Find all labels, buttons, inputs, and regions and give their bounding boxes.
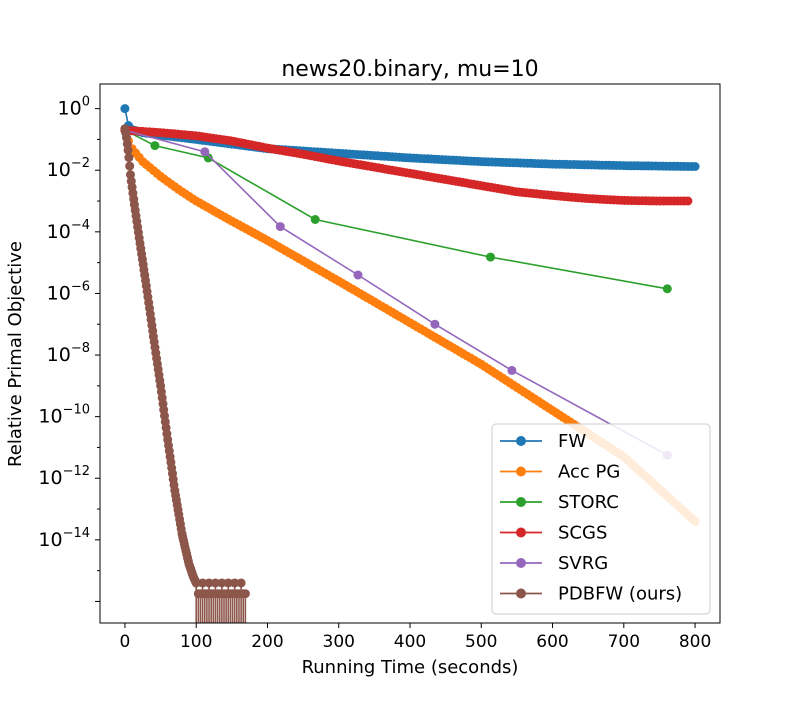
data-point [275,222,285,232]
data-point [124,153,134,163]
legend-item: STORC [500,492,619,513]
x-tick-label: 0 [120,632,131,652]
legend-label: FW [558,431,586,452]
y-tick-label: 10−6 [47,279,90,304]
data-point [200,147,210,157]
data-point [662,284,672,294]
data-point [191,578,201,588]
x-tick-label: 100 [180,632,212,652]
data-point [690,162,700,171]
legend-item: FW [500,431,586,452]
plot-content [120,104,700,623]
x-axis-label: Running Time (seconds) [302,657,519,678]
y-tick-label: 10−4 [47,218,90,243]
legend-marker [516,436,526,446]
legend-box [491,423,711,615]
y-axis: 100 10−2 10−4 10−6 10−8 10−10 10−12 10−14 [38,95,100,602]
data-point [120,104,130,114]
y-tick-label: 10−2 [47,156,90,181]
y-axis-label: Relative Primal Objective [5,241,26,467]
data-point [486,252,495,262]
legend-marker [516,527,526,538]
data-point [310,215,320,224]
legend-marker [516,497,526,507]
legend: FW Acc PG STORC SCGS SVRG PDBFW (ours) [491,423,711,615]
data-point [240,589,250,599]
x-tick-label: 800 [679,632,711,652]
data-point [198,578,208,588]
series-scgs [120,125,693,206]
data-point [223,578,233,588]
legend-item: SCGS [500,523,607,544]
series-line [124,129,668,290]
data-point [353,270,363,280]
x-tick-label: 400 [394,632,426,652]
data-point [125,161,135,171]
legend-label: SVRG [558,553,608,574]
series-pdbfw-ours [120,124,250,623]
legend-item: PDBFW (ours) [500,584,682,605]
data-point [430,319,440,329]
y-tick-label: 100 [58,95,90,120]
data-point [123,145,133,155]
y-tick-label: 10−8 [47,341,90,366]
series-storc [124,129,672,294]
x-tick-label: 300 [323,632,355,652]
legend-label: STORC [558,492,619,513]
data-point [683,196,693,206]
y-tick-label: 10−12 [38,464,90,489]
legend-label: SCGS [558,523,607,544]
data-point [204,578,214,588]
x-tick-label: 700 [608,632,640,652]
y-tick-label: 10−10 [38,403,90,428]
series-line [124,129,668,456]
x-tick-label: 200 [251,632,283,652]
data-point [230,578,240,588]
x-axis: 0 100 200 300 400 500 600 700 800 [120,623,711,652]
legend-item: Acc PG [500,462,620,483]
data-point [210,578,220,588]
legend-marker [516,466,526,477]
chart-title: news20.binary, mu=10 [281,57,538,82]
x-tick-label: 600 [536,632,568,652]
data-point [217,578,227,588]
legend-marker [516,558,526,568]
legend-item: SVRG [500,553,608,574]
data-point [236,578,246,588]
x-tick-label: 500 [465,632,497,652]
legend-label: PDBFW (ours) [558,584,682,605]
y-tick-label: 10−14 [38,526,90,551]
legend-marker [516,588,526,599]
series-svrg [124,129,672,460]
data-point [150,141,160,151]
data-point [507,365,517,375]
legend-label: Acc PG [558,462,620,483]
